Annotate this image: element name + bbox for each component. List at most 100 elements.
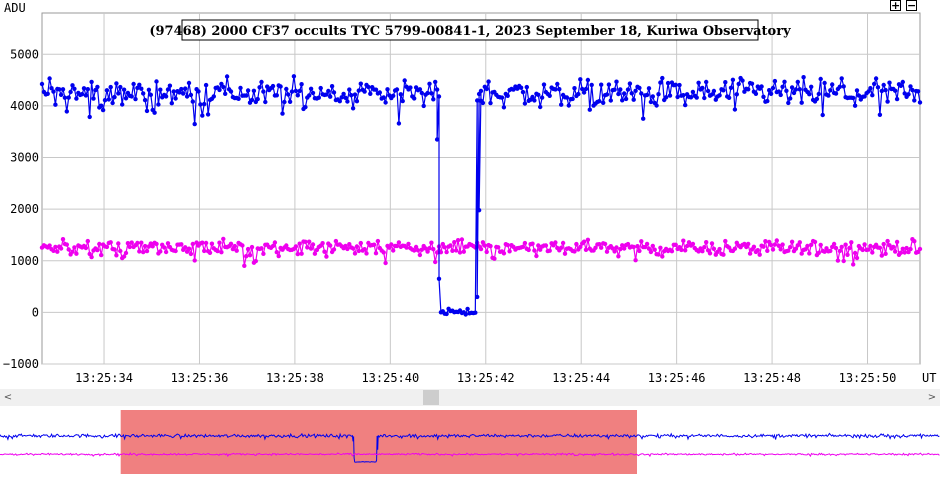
- series-2: [39, 236, 923, 268]
- data-point: [249, 97, 255, 103]
- data-point: [488, 100, 493, 106]
- data-point: [163, 94, 169, 99]
- data-point: [786, 100, 791, 106]
- data-point: [789, 239, 795, 244]
- data-point: [307, 93, 312, 98]
- data-point: [224, 74, 230, 79]
- data-point: [200, 240, 205, 245]
- data-point: [209, 241, 215, 246]
- data-point: [767, 88, 772, 93]
- series-1: [39, 74, 923, 317]
- data-point: [587, 107, 592, 112]
- data-point: [870, 93, 875, 98]
- data-point: [828, 88, 833, 93]
- data-point: [891, 244, 896, 250]
- data-point: [186, 246, 192, 251]
- data-point: [753, 91, 759, 97]
- data-point: [597, 242, 602, 247]
- data-point: [501, 251, 507, 256]
- data-point: [287, 99, 293, 105]
- overview-selection-window[interactable]: [120, 410, 637, 474]
- data-point: [434, 250, 440, 255]
- data-point: [60, 237, 66, 242]
- overview-chart[interactable]: [0, 407, 940, 477]
- data-point: [68, 89, 73, 95]
- data-point: [652, 247, 657, 252]
- data-point: [169, 101, 174, 106]
- zoom-in-button[interactable]: +: [890, 0, 901, 12]
- data-point: [482, 243, 487, 248]
- data-point: [828, 248, 833, 254]
- data-point: [228, 89, 234, 94]
- data-point: [581, 239, 587, 244]
- data-point: [167, 83, 173, 88]
- data-point: [852, 250, 858, 256]
- data-point: [776, 243, 781, 248]
- data-point: [608, 98, 613, 103]
- data-point: [606, 82, 612, 87]
- data-point: [734, 92, 739, 97]
- data-point: [488, 243, 493, 249]
- data-point: [259, 246, 264, 251]
- data-point: [320, 241, 325, 246]
- zoom-out-button[interactable]: −: [906, 0, 917, 12]
- data-point: [831, 241, 837, 247]
- horizontal-scrollbar[interactable]: < >: [0, 389, 940, 406]
- data-point: [347, 87, 352, 92]
- data-point: [728, 85, 734, 91]
- data-point: [709, 92, 715, 97]
- data-point: [72, 86, 77, 92]
- data-point: [620, 98, 625, 103]
- data-point: [433, 259, 438, 265]
- data-point: [57, 87, 62, 92]
- data-point: [740, 78, 745, 83]
- data-point: [908, 84, 913, 89]
- data-point: [345, 246, 350, 252]
- data-point: [324, 254, 329, 259]
- data-point: [118, 248, 123, 254]
- data-point: [816, 91, 821, 97]
- data-point: [97, 241, 102, 247]
- data-point: [791, 90, 797, 96]
- series-layer: [39, 74, 923, 317]
- data-point: [637, 85, 642, 91]
- data-point: [637, 248, 642, 254]
- data-point: [614, 245, 619, 250]
- data-point: [566, 103, 571, 108]
- scroll-left-icon[interactable]: <: [3, 392, 13, 403]
- data-point: [181, 91, 186, 96]
- data-point: [877, 112, 883, 118]
- data-point: [604, 249, 610, 254]
- data-point: [648, 99, 654, 105]
- data-point: [47, 243, 52, 248]
- data-point: [625, 241, 631, 247]
- data-point: [788, 96, 793, 101]
- data-point: [746, 87, 751, 92]
- data-point: [131, 81, 136, 87]
- data-point: [475, 294, 480, 300]
- data-point: [142, 243, 148, 249]
- data-point: [427, 246, 432, 251]
- data-point: [772, 78, 778, 84]
- data-point: [274, 250, 279, 255]
- data-point: [841, 258, 846, 264]
- data-point: [683, 102, 688, 108]
- data-point: [289, 89, 295, 94]
- overview-series-line-2: [0, 452, 940, 458]
- data-point: [633, 258, 638, 263]
- overview-series-line-1: [0, 432, 940, 463]
- scroll-thumb[interactable]: [423, 390, 439, 405]
- data-point: [154, 79, 159, 84]
- data-point: [627, 81, 633, 86]
- data-point: [312, 251, 318, 256]
- data-point: [646, 86, 652, 91]
- data-point: [58, 92, 64, 98]
- data-point: [329, 84, 335, 89]
- data-point: [108, 84, 113, 90]
- data-point: [135, 240, 140, 246]
- data-point: [770, 247, 776, 252]
- x-tick-label: 13:25:40: [361, 371, 419, 385]
- data-point: [171, 89, 176, 94]
- scroll-right-icon[interactable]: >: [927, 392, 937, 403]
- data-point: [276, 253, 281, 259]
